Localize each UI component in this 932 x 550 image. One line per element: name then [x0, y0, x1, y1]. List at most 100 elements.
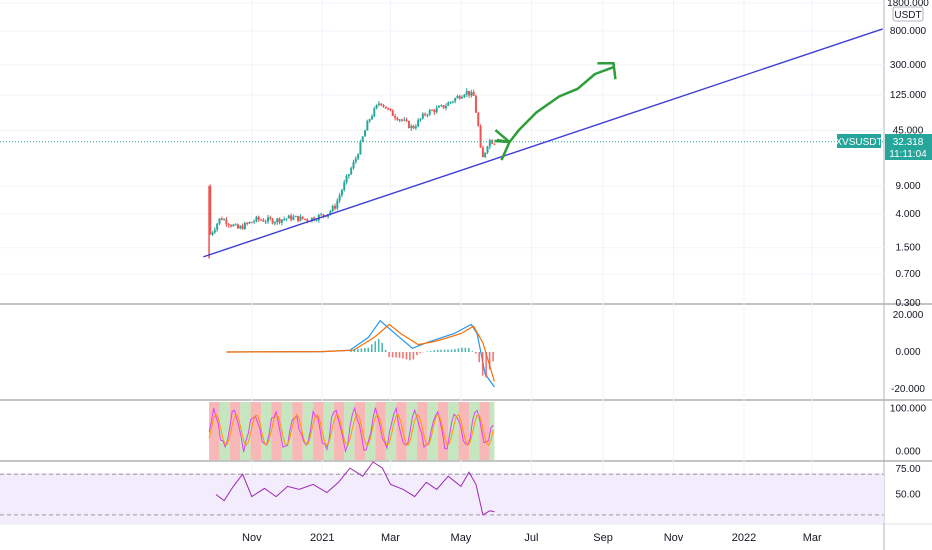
symbol-label: XVSUSDT — [835, 137, 882, 148]
candle-body — [364, 130, 367, 137]
candle-body — [384, 106, 387, 109]
candle-body — [359, 141, 362, 155]
candle-body — [211, 232, 214, 235]
candle-body — [299, 216, 302, 221]
stoch-band — [448, 402, 459, 460]
candle-body — [243, 222, 246, 230]
candle-body — [484, 152, 487, 158]
candle-body — [468, 90, 471, 96]
date-tick-label: May — [451, 532, 472, 544]
stoch-tick-label: 100.000 — [890, 403, 927, 414]
stoch-band — [240, 402, 251, 460]
price-tick-label: 1.500 — [895, 243, 920, 254]
macd-histogram-bar — [381, 342, 383, 352]
rsi-pane[interactable] — [0, 461, 884, 516]
candle-body — [262, 220, 265, 222]
candle-body — [361, 136, 364, 142]
macd-histogram-bar — [443, 349, 446, 352]
candle-body — [248, 221, 251, 224]
candle-body — [389, 108, 392, 111]
macd-histogram-bar — [478, 352, 481, 363]
candle-body — [456, 95, 459, 99]
candle-body — [280, 219, 283, 223]
candle-body — [357, 154, 360, 159]
candle-body — [472, 92, 475, 97]
date-tick-label: Jul — [524, 532, 538, 544]
macd-pane[interactable] — [226, 319, 495, 388]
candle-body — [454, 98, 457, 102]
candle-body — [350, 168, 353, 175]
candle-body — [294, 216, 297, 218]
candle-body — [382, 105, 385, 107]
candle-body — [223, 219, 226, 221]
candle-body — [375, 104, 378, 109]
candle-body — [276, 218, 279, 223]
candle-body — [273, 222, 276, 224]
candle-body — [234, 224, 237, 226]
currency-badge: USDT — [892, 6, 924, 22]
candle-body — [271, 218, 274, 224]
price-tick-label: 9.000 — [895, 181, 920, 192]
macd-histogram-bar — [474, 352, 477, 354]
candle-body — [486, 146, 489, 153]
candle-body — [331, 205, 334, 211]
macd-histogram-bar — [436, 349, 439, 352]
date-axis[interactable]: Nov 2021 Mar May Jul Sep Nov 2022 Mar — [242, 532, 822, 544]
candle-body — [373, 108, 376, 117]
candle-body — [241, 225, 244, 230]
rsi-tick-label: 50.00 — [895, 490, 920, 501]
macd-histogram-bar — [468, 348, 470, 352]
price-tick-label: 125.000 — [890, 90, 927, 101]
candle-body — [236, 224, 239, 229]
candle-body — [377, 103, 380, 105]
macd-line — [226, 319, 495, 388]
signal-line — [226, 323, 495, 382]
macd-histogram-bar — [464, 347, 467, 352]
macd-histogram-bar — [388, 352, 390, 358]
candle-body — [465, 90, 468, 95]
candle-body — [463, 94, 466, 97]
candle-body — [287, 215, 290, 219]
projection-path — [496, 66, 614, 144]
candle-body — [343, 182, 346, 191]
candle-body — [225, 219, 228, 225]
candle-body — [250, 221, 253, 223]
stoch-band — [365, 402, 376, 460]
candle-body — [345, 175, 348, 183]
macd-histogram-bar — [374, 341, 377, 352]
candle-body — [431, 110, 434, 112]
candle-body — [435, 107, 438, 113]
stoch-band — [396, 402, 407, 460]
stoch-band — [323, 402, 334, 460]
macd-histogram-bar — [492, 352, 494, 362]
candle-body — [283, 218, 286, 220]
stoch-band — [281, 402, 293, 460]
candle-body — [297, 216, 300, 221]
candle-body — [232, 224, 235, 227]
stoch-band — [261, 402, 272, 460]
price-axis[interactable]: 1800.000 800.000 300.000 125.000 45.000 9.000… — [887, 0, 929, 501]
date-tick-label: 2022 — [732, 532, 756, 544]
countdown-label: 11:11:04 — [889, 149, 927, 160]
candle-body — [266, 217, 269, 222]
price-pane[interactable] — [0, 28, 884, 259]
stoch-band — [209, 402, 220, 460]
stoch-d-line — [208, 413, 494, 447]
macd-histogram-bar — [398, 352, 401, 358]
price-tick-label: 45.000 — [893, 125, 924, 136]
candle-body — [417, 119, 420, 127]
candle-body — [387, 108, 390, 110]
candle-body — [488, 140, 491, 147]
macd-histogram-bar — [405, 352, 408, 360]
candle-body — [218, 218, 221, 224]
trendline — [203, 28, 883, 258]
candle-body — [347, 174, 350, 176]
rsi-band-background — [0, 473, 884, 523]
stoch-pane[interactable] — [208, 406, 494, 454]
candle-body — [264, 221, 267, 223]
macd-histogram-bar — [440, 349, 442, 352]
macd-histogram-bar — [433, 350, 435, 352]
candle-body — [442, 105, 445, 109]
stoch-band — [417, 402, 428, 460]
